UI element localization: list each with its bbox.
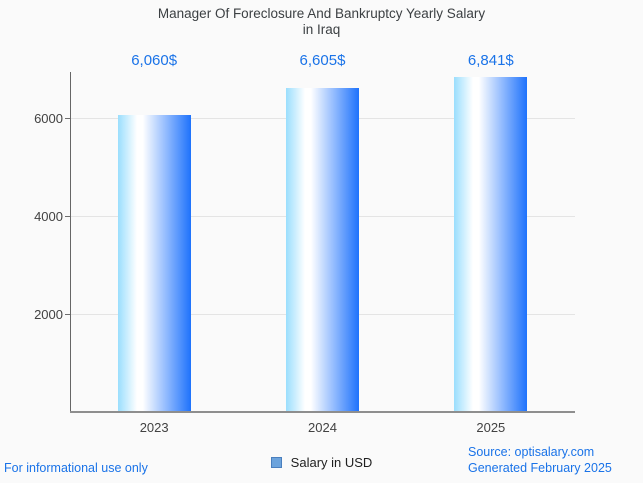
y-axis-tick <box>65 215 70 217</box>
y-axis-tick-label: 6000 <box>34 110 63 126</box>
bar-2024[interactable] <box>286 88 359 412</box>
source-attribution: Source: optisalary.com Generated Februar… <box>468 444 612 476</box>
x-axis-label: 2023 <box>139 420 169 435</box>
legend[interactable]: Salary in USD <box>0 454 643 470</box>
chart-title: Manager Of Foreclosure And Bankruptcy Ye… <box>0 6 643 38</box>
source-link[interactable]: Source: optisalary.com <box>468 445 595 459</box>
y-axis-tick <box>65 313 70 315</box>
x-axis <box>70 411 575 413</box>
y-axis-tick-label: 2000 <box>34 306 63 322</box>
chart-title-line1: Manager Of Foreclosure And Bankruptcy Ye… <box>157 6 486 21</box>
chart-title-line2: in Iraq <box>302 22 341 37</box>
bar-value-label: 6,060$ <box>131 52 178 69</box>
disclaimer-text: For informational use only <box>4 461 148 475</box>
bar-value-label: 6,841$ <box>467 52 514 69</box>
bar-2023[interactable] <box>117 115 191 412</box>
y-axis <box>70 72 71 413</box>
bar-value-label: 6,605$ <box>299 52 346 69</box>
x-axis-label: 2024 <box>308 420 337 435</box>
y-axis-tick-label: 4000 <box>34 208 63 224</box>
bar-2025[interactable] <box>454 76 528 412</box>
generated-date: Generated February 2025 <box>468 461 612 475</box>
legend-swatch-icon <box>270 456 282 468</box>
y-axis-tick <box>65 117 70 119</box>
x-axis-label: 2025 <box>476 420 506 435</box>
legend-label: Salary in USD <box>290 454 373 470</box>
